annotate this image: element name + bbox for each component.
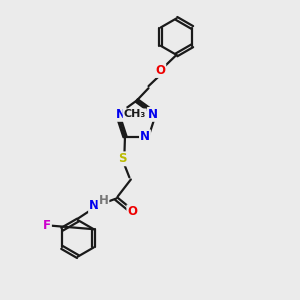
Text: N: N	[140, 130, 150, 143]
Text: N: N	[148, 108, 158, 121]
Text: CH₃: CH₃	[124, 110, 146, 119]
Text: S: S	[118, 152, 126, 165]
Text: O: O	[127, 205, 137, 218]
Text: H: H	[98, 194, 108, 207]
Text: O: O	[155, 64, 165, 77]
Text: N: N	[89, 200, 99, 212]
Text: F: F	[43, 219, 51, 232]
Text: N: N	[116, 108, 126, 121]
